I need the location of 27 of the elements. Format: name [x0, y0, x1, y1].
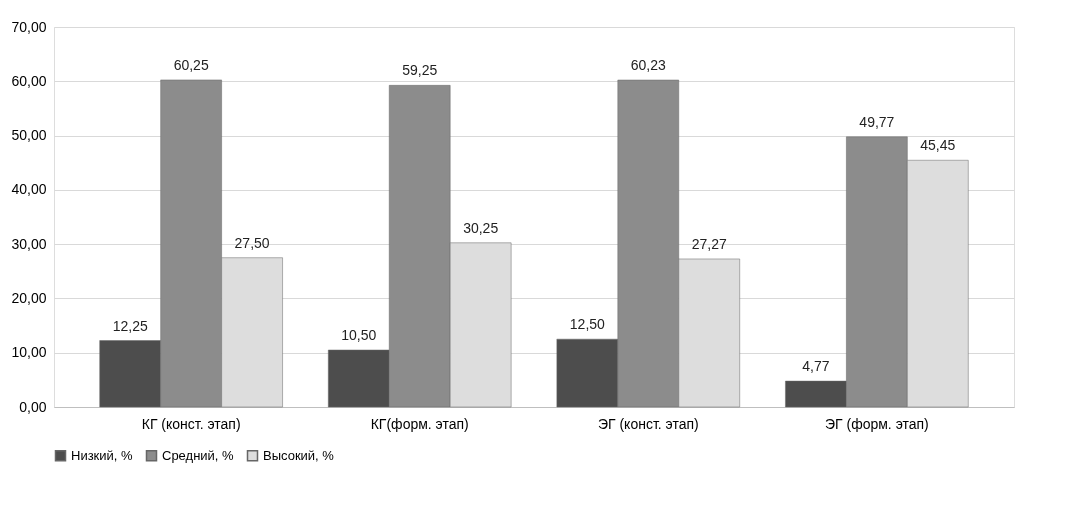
x-tick-label: КГ(форм. этап) — [370, 415, 469, 432]
x-tick-label: ЭГ (конст. этап) — [597, 415, 699, 432]
data-label: 59,25 — [402, 62, 438, 79]
data-label: 27,27 — [691, 235, 727, 252]
legend-label: Низкий, % — [71, 447, 134, 463]
y-tick-label: 10,00 — [11, 344, 47, 361]
x-tick-label: ЭГ (форм. этап) — [824, 415, 929, 432]
data-label: 12,50 — [569, 316, 606, 333]
data-label: 60,23 — [630, 57, 667, 74]
data-label: 45,45 — [920, 137, 956, 154]
y-tick-label: 40,00 — [11, 181, 47, 198]
data-label: 30,25 — [463, 219, 499, 236]
y-tick-label: 50,00 — [11, 127, 47, 144]
data-label: 4,77 — [802, 358, 830, 375]
y-tick-label: 60,00 — [11, 72, 47, 89]
y-tick-label: 70,00 — [11, 18, 47, 35]
y-tick-label: 20,00 — [11, 289, 47, 306]
data-label: 12,25 — [112, 317, 148, 334]
y-tick-label: 30,00 — [11, 235, 47, 252]
y-tick-label: 0,00 — [19, 398, 47, 415]
data-label: 60,25 — [173, 56, 209, 73]
x-tick-label: КГ (конст. этап) — [141, 415, 241, 432]
legend-label: Средний, % — [162, 447, 235, 463]
data-label: 27,50 — [234, 234, 270, 251]
legend-label: Высокий, % — [263, 447, 335, 463]
data-label: 10,50 — [341, 327, 377, 343]
data-label: 49,77 — [859, 113, 895, 130]
